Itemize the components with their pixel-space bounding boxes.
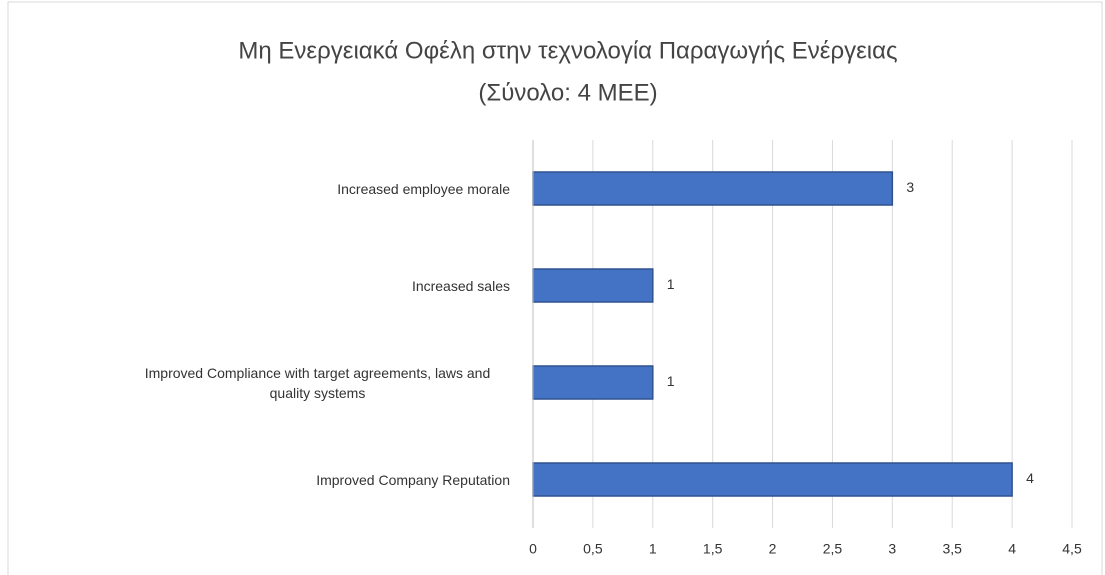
y-tick-label: Increased sales (412, 256, 510, 316)
y-tick-label: Improved Compliance with target agreemen… (125, 353, 510, 413)
bar (532, 268, 654, 303)
data-label: 1 (667, 276, 675, 292)
bar (532, 171, 894, 206)
chart-title: Μη Ενεργειακά Οφέλη στην τεχνολογία Παρα… (238, 37, 897, 64)
x-tick-label: 0,5 (583, 541, 603, 557)
y-tick-label: Increased employee morale (337, 159, 510, 219)
bar (532, 462, 1013, 497)
y-tick-text: Improved Company Reputation (316, 471, 510, 488)
x-tick-label: 0 (529, 541, 537, 557)
data-label: 1 (667, 373, 675, 389)
x-tick-label: 2,5 (823, 541, 843, 557)
y-tick-text: Increased sales (411, 277, 510, 294)
x-tick-label: 3,5 (942, 541, 962, 557)
data-label: 3 (906, 179, 914, 195)
x-tick-label: 1 (649, 541, 657, 557)
bar (532, 365, 654, 400)
x-tick-label: 2 (769, 541, 777, 557)
x-tick-label: 4,5 (1062, 541, 1082, 557)
x-tick-label: 4 (1008, 541, 1016, 557)
y-tick-label: Improved Company Reputation (316, 450, 510, 510)
chart-border (7, 1, 1103, 575)
chart-subtitle: (Σύνολο: 4 ΜΕΕ) (478, 79, 657, 106)
x-tick-label: 1,5 (703, 541, 723, 557)
x-tick-label: 3 (888, 541, 896, 557)
y-tick-text: Increased employee morale (337, 180, 510, 197)
y-tick-text: Improved Compliance with target agreemen… (144, 364, 491, 401)
data-label: 4 (1026, 470, 1034, 486)
